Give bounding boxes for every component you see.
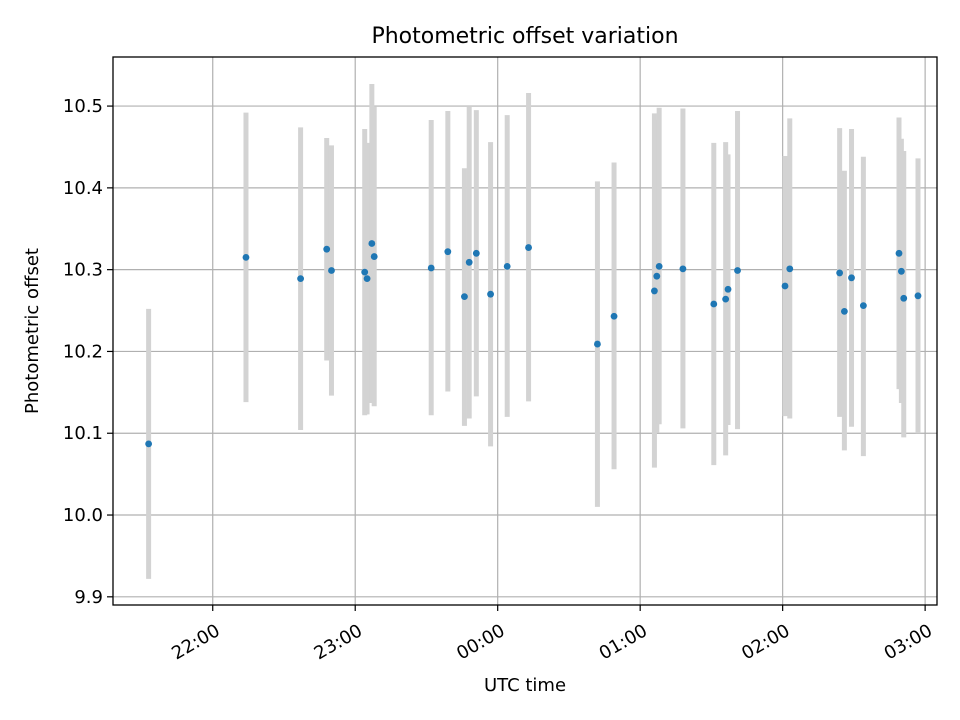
x-axis-label: UTC time — [484, 675, 566, 696]
data-point — [848, 274, 855, 282]
data-point — [900, 294, 908, 302]
data-point — [368, 240, 376, 247]
y-tick-label: 10.1 — [63, 423, 103, 444]
data-point — [594, 340, 601, 348]
data-point — [242, 253, 250, 261]
y-tick-label: 10.4 — [63, 178, 103, 199]
y-axis-ticks: 9.9 10.0 10.1 10.2 10.3 10.4 10.5 — [63, 96, 113, 608]
data-point — [297, 275, 304, 283]
data-points — [145, 240, 922, 448]
y-tick-label: 10.5 — [63, 96, 103, 117]
data-point — [370, 253, 378, 260]
data-point — [465, 258, 473, 266]
data-point — [427, 264, 435, 272]
data-point — [444, 248, 452, 256]
data-point — [734, 267, 741, 274]
data-point — [461, 293, 468, 301]
data-point — [472, 249, 480, 257]
data-point — [653, 272, 661, 280]
data-point — [363, 275, 371, 283]
data-point — [487, 290, 494, 298]
data-point — [145, 440, 153, 448]
plot-frame — [112, 56, 938, 606]
y-tick-label: 10.3 — [63, 260, 103, 281]
data-point — [710, 300, 718, 308]
data-point — [724, 285, 732, 293]
data-point — [503, 262, 511, 270]
chart-title: Photometric offset variation — [371, 24, 678, 49]
data-point — [655, 262, 663, 270]
data-point — [840, 307, 848, 315]
data-point — [914, 292, 922, 300]
data-point — [323, 245, 331, 253]
data-point — [610, 312, 618, 320]
data-point — [836, 269, 844, 277]
data-point — [679, 265, 687, 273]
data-point — [786, 265, 794, 273]
data-point — [897, 267, 905, 275]
data-point — [651, 287, 658, 295]
data-point — [722, 295, 730, 303]
y-axis-label: Photometric offset — [22, 248, 43, 414]
y-tick-label: 10.2 — [63, 341, 103, 362]
data-point — [895, 249, 903, 257]
data-point — [781, 282, 789, 290]
y-tick-label: 10.0 — [63, 505, 103, 526]
data-point — [859, 302, 867, 310]
data-point — [328, 267, 335, 274]
data-point — [361, 268, 369, 276]
y-tick-label: 9.9 — [74, 587, 103, 608]
data-point — [525, 244, 532, 251]
